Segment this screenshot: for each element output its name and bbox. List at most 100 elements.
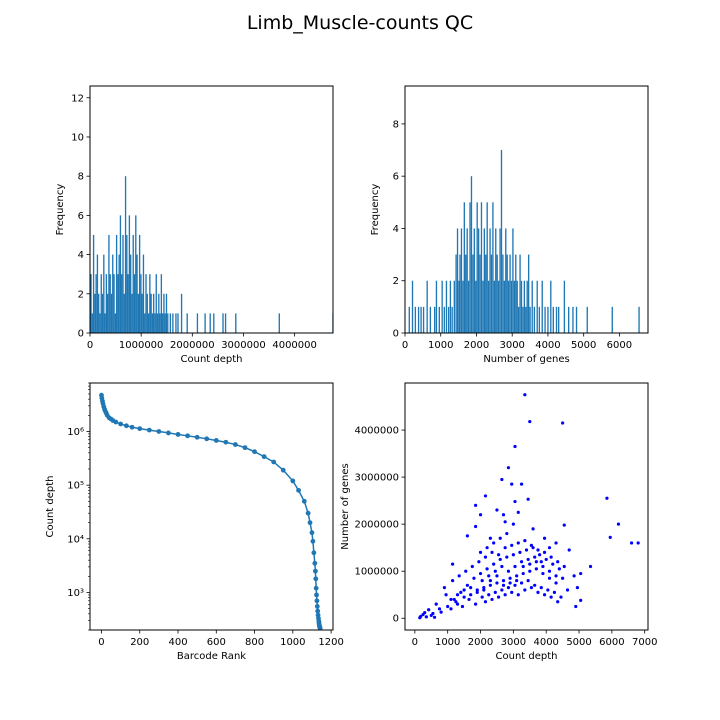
scatter-point [503,520,507,524]
axes-frame [404,382,649,631]
histogram-bar [550,280,552,333]
histogram-bar [465,254,467,333]
scatter-point [533,583,537,587]
barcode-rank-point [213,438,219,443]
scatter-point [434,602,438,606]
scatter-point [544,557,548,562]
scatter-point [495,574,499,578]
x-tick-label: 1000 [435,637,460,648]
scatter-point [492,541,496,545]
scatter-point [547,546,552,550]
barcode-rank-point [317,625,323,630]
scatter-point [452,597,456,602]
histogram-bar [106,293,109,333]
histogram-bar [456,228,459,333]
x-tick-label: 1000000 [119,340,164,351]
histogram-bar [117,274,119,333]
histogram-bar [144,313,146,333]
histogram-bar [103,254,105,333]
scatter-point [549,555,553,559]
y-tick-label: 10 [71,132,84,143]
barcode-rank-point [204,436,210,442]
x-tick-label: 2000000 [170,340,215,351]
histogram-bar [485,254,487,333]
barcode-rank-point [296,487,301,493]
scatter-point [449,607,453,611]
scatter-point [567,548,571,552]
histogram-bar [638,306,640,333]
histogram-bar [204,313,206,333]
histogram-bar [96,254,99,333]
scatter-point [519,581,524,585]
histogram-bar [104,313,106,333]
y-axis-label: Frequency [55,184,66,236]
histogram-bar [475,280,477,333]
y-tick-label: 6 [78,211,84,222]
histogram-bar [458,280,460,333]
histogram-bar [479,254,481,333]
scatter-point [526,579,530,583]
scatter-point [495,581,499,585]
scatter-point [526,497,530,501]
scatter-point [469,586,473,590]
scatter-point [442,586,447,590]
scatter-point [418,616,422,620]
y-tick-label: 8 [78,172,84,183]
scatter-point [460,604,465,609]
x-tick-label: 1000 [428,340,453,351]
histogram-bar [438,306,440,333]
scatter-point [546,588,550,592]
scatter-point [439,610,443,614]
scatter-point [526,557,530,562]
barcode-rank-point [113,419,119,425]
scatter-point [485,546,489,550]
barcode-rank-point [156,429,162,434]
barcode-rank-point [311,550,317,556]
barcode-rank-point [313,585,319,591]
scatter-point [629,541,634,545]
scatter-point [500,477,504,482]
scatter-point [547,576,552,580]
scatter-point [483,494,488,498]
histogram-bar [490,254,493,333]
histogram-bar [408,306,410,333]
histogram-bar [99,313,101,333]
scatter-point [523,588,527,592]
scatter-point [508,581,512,585]
histogram-bar [112,254,114,333]
x-tick-label: 1000 [280,637,305,648]
scatter-point [523,393,527,397]
scatter-point [431,611,435,616]
scatter-point [501,583,506,587]
x-axis-label: Barcode Rank [177,651,246,662]
y-axis-label: Frequency [370,184,381,236]
barcode-rank-point [312,568,318,574]
scatter-point [457,574,461,578]
histogram-bar [520,280,523,333]
histogram-bar [441,280,443,333]
barcode-rank-point [290,478,296,484]
scatter-point [490,550,494,554]
scatter-point [478,513,483,517]
y-tick-label: 2000000 [354,520,399,531]
histogram-bar [557,306,560,333]
histogram-bar [422,306,425,333]
scatter-point [533,555,537,559]
histogram-bar [538,306,541,333]
histogram-bar [500,150,503,333]
y-tick-label: 1000000 [354,567,399,578]
histogram-bar [138,234,141,333]
histogram-bar [149,274,151,333]
histogram-bar [156,313,159,333]
scatter-point [561,576,565,580]
scatter-point [565,588,570,592]
y-tick-label: 3000000 [354,473,399,484]
scatter-point [529,586,534,590]
scatter-point [572,574,576,578]
scatter-point [472,576,476,580]
histogram-bar [167,313,169,333]
x-tick-label: 2000 [464,340,489,351]
y-tick-label: 8 [393,119,399,130]
scatter-point [467,597,471,602]
